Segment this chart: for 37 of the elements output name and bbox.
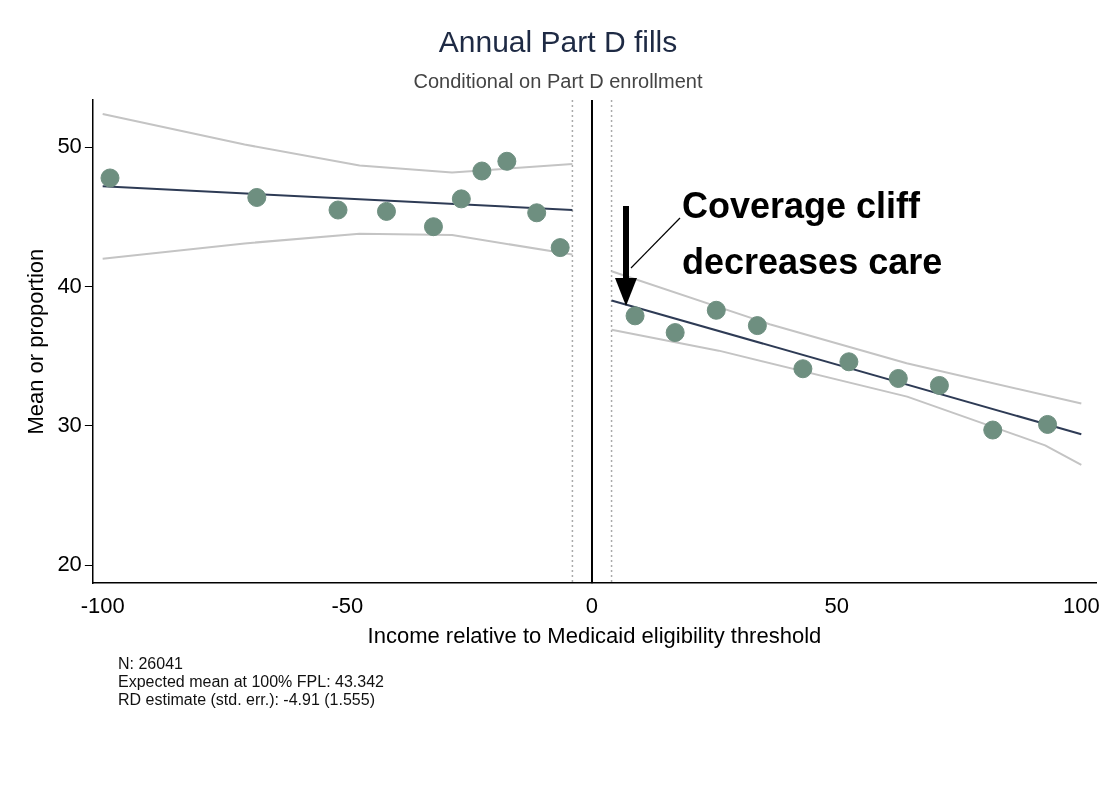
point [983, 420, 1003, 440]
point [247, 187, 267, 207]
point [793, 359, 813, 379]
chart-title: Annual Part D fills [438, 25, 678, 59]
point [328, 200, 348, 220]
y-tick-label: 20 [57, 551, 82, 577]
text: N: 26041 [118, 655, 184, 673]
y-tick-label: 40 [57, 272, 82, 298]
text: Expected mean at 100% FPL: 43.342 [118, 673, 384, 691]
x-axis-title: Income relative to Medicaid eligibility threshold [367, 622, 822, 648]
point [1038, 414, 1058, 434]
point [929, 375, 949, 395]
point [497, 151, 517, 171]
x-tick-label: -50 [331, 593, 364, 619]
x-tick-label: 100 [1062, 593, 1100, 619]
point [706, 300, 726, 320]
point [747, 316, 767, 336]
annotation: Coverage cliff decreases care [682, 184, 943, 284]
point [423, 217, 443, 237]
x-tick-label: -100 [80, 593, 125, 619]
point [550, 238, 570, 258]
x-tick-label: 50 [824, 593, 849, 619]
point [472, 161, 492, 181]
text: RD estimate (std. err.): -4.91 (1.555) [118, 691, 376, 709]
chart-subtitle: Conditional on Part D enrollment [413, 69, 703, 92]
point [376, 201, 396, 221]
point [100, 168, 120, 188]
point [888, 369, 908, 388]
point [839, 352, 859, 372]
y-axis-title: Mean or proportion [23, 248, 49, 435]
point [451, 189, 471, 209]
y-tick-label: 30 [57, 411, 82, 437]
point [625, 306, 645, 326]
y-tick-label: 50 [57, 133, 82, 159]
point [527, 203, 547, 223]
x-tick-label: 0 [585, 593, 599, 619]
point [665, 323, 685, 343]
